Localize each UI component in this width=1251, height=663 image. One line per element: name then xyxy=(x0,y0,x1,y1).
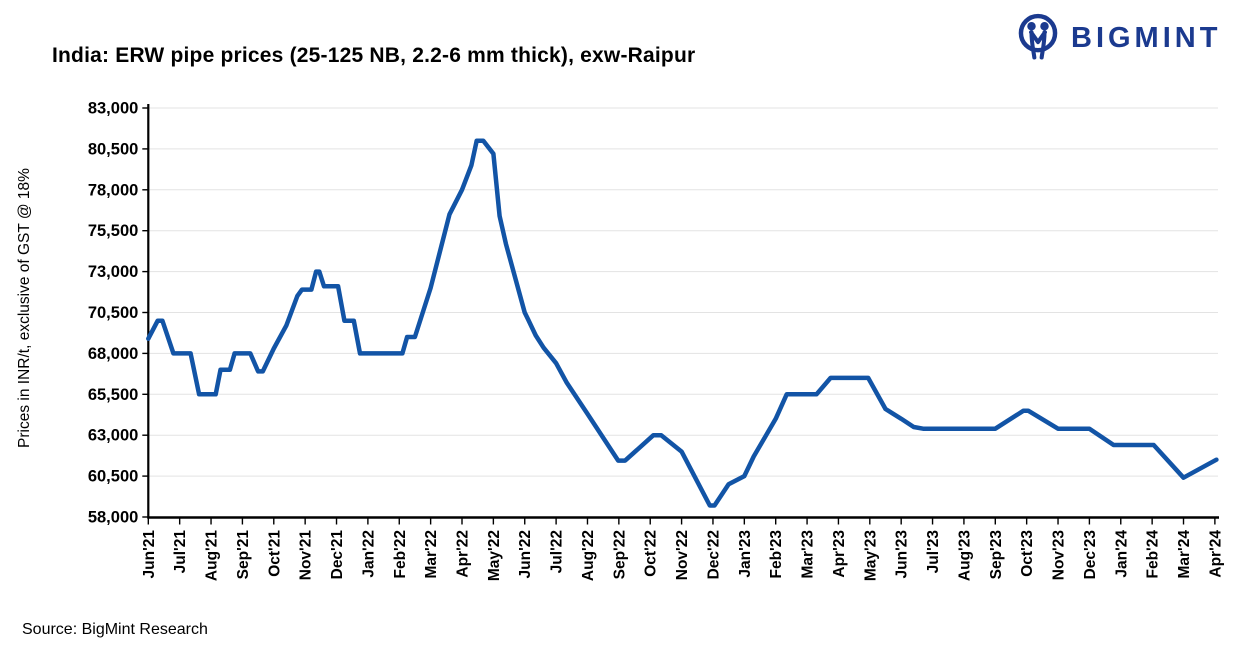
y-tick-label: 73,000 xyxy=(88,263,138,281)
y-tick-label: 83,000 xyxy=(88,100,138,118)
y-tick-label: 75,500 xyxy=(88,222,138,240)
x-tick-label: Aug'22 xyxy=(580,530,597,581)
bigmint-logo-icon xyxy=(1012,10,1064,66)
x-tick-label: Apr'22 xyxy=(455,530,472,578)
x-tick-label: Dec'23 xyxy=(1082,530,1099,580)
y-tick-label: 78,000 xyxy=(88,181,138,199)
x-tick-label: Mar'24 xyxy=(1176,530,1193,579)
source-note: Source: BigMint Research xyxy=(22,621,208,638)
x-tick-label: Mar'23 xyxy=(800,530,817,579)
x-tick-label: Jul'23 xyxy=(925,530,942,574)
x-tick-label: Mar'22 xyxy=(423,530,440,579)
x-tick-label: Oct'23 xyxy=(1019,530,1036,577)
x-tick-label: Aug'23 xyxy=(956,530,973,581)
x-tick-label: Oct'21 xyxy=(266,530,283,577)
x-tick-label: Nov'23 xyxy=(1051,530,1068,581)
chart-title: India: ERW pipe prices (25-125 NB, 2.2-6… xyxy=(52,44,696,67)
x-tick-label: Jul'21 xyxy=(172,530,189,574)
x-tick-label: Jun'21 xyxy=(141,530,158,579)
x-tick-label: Feb'22 xyxy=(392,530,409,578)
x-tick-label: Dec'21 xyxy=(329,530,346,580)
x-tick-label: May'23 xyxy=(862,530,879,581)
x-tick-label: Sep'21 xyxy=(235,530,252,580)
y-tick-label: 70,500 xyxy=(88,304,138,322)
x-tick-label: Feb'24 xyxy=(1145,530,1162,579)
x-tick-label: Aug'21 xyxy=(204,530,221,581)
y-tick-label: 63,000 xyxy=(88,427,138,445)
x-tick-label: May'22 xyxy=(486,530,503,581)
x-tick-label: Dec'22 xyxy=(705,530,722,579)
x-tick-label: Jan'22 xyxy=(360,530,377,578)
bigmint-logo: BIGMINT xyxy=(1012,10,1221,66)
x-tick-label: Feb'23 xyxy=(768,530,785,579)
y-tick-label: 68,000 xyxy=(88,345,138,363)
x-tick-label: Jun'22 xyxy=(517,530,534,578)
price-line-series xyxy=(146,138,1219,508)
y-tick-label: 65,500 xyxy=(88,386,138,404)
x-tick-label: Sep'23 xyxy=(988,530,1005,580)
x-tick-label: Sep'22 xyxy=(611,530,628,579)
x-tick-label: Oct'22 xyxy=(643,530,660,577)
x-tick-label: Nov'21 xyxy=(298,530,315,581)
y-tick-label: 60,500 xyxy=(88,468,138,486)
y-tick-label: 58,000 xyxy=(88,509,138,527)
x-tick-label: Jul'22 xyxy=(549,530,566,573)
x-tick-label: Jan'24 xyxy=(1113,530,1130,578)
x-tick-label: Nov'22 xyxy=(674,530,691,580)
x-tick-label: Apr'23 xyxy=(831,530,848,578)
x-tick-label: Apr'24 xyxy=(1207,530,1224,578)
x-tick-label: Jun'23 xyxy=(894,530,911,579)
y-tick-label: 80,500 xyxy=(88,140,138,158)
x-tick-label: Jan'23 xyxy=(737,530,754,578)
bigmint-logo-text: BIGMINT xyxy=(1071,21,1222,54)
